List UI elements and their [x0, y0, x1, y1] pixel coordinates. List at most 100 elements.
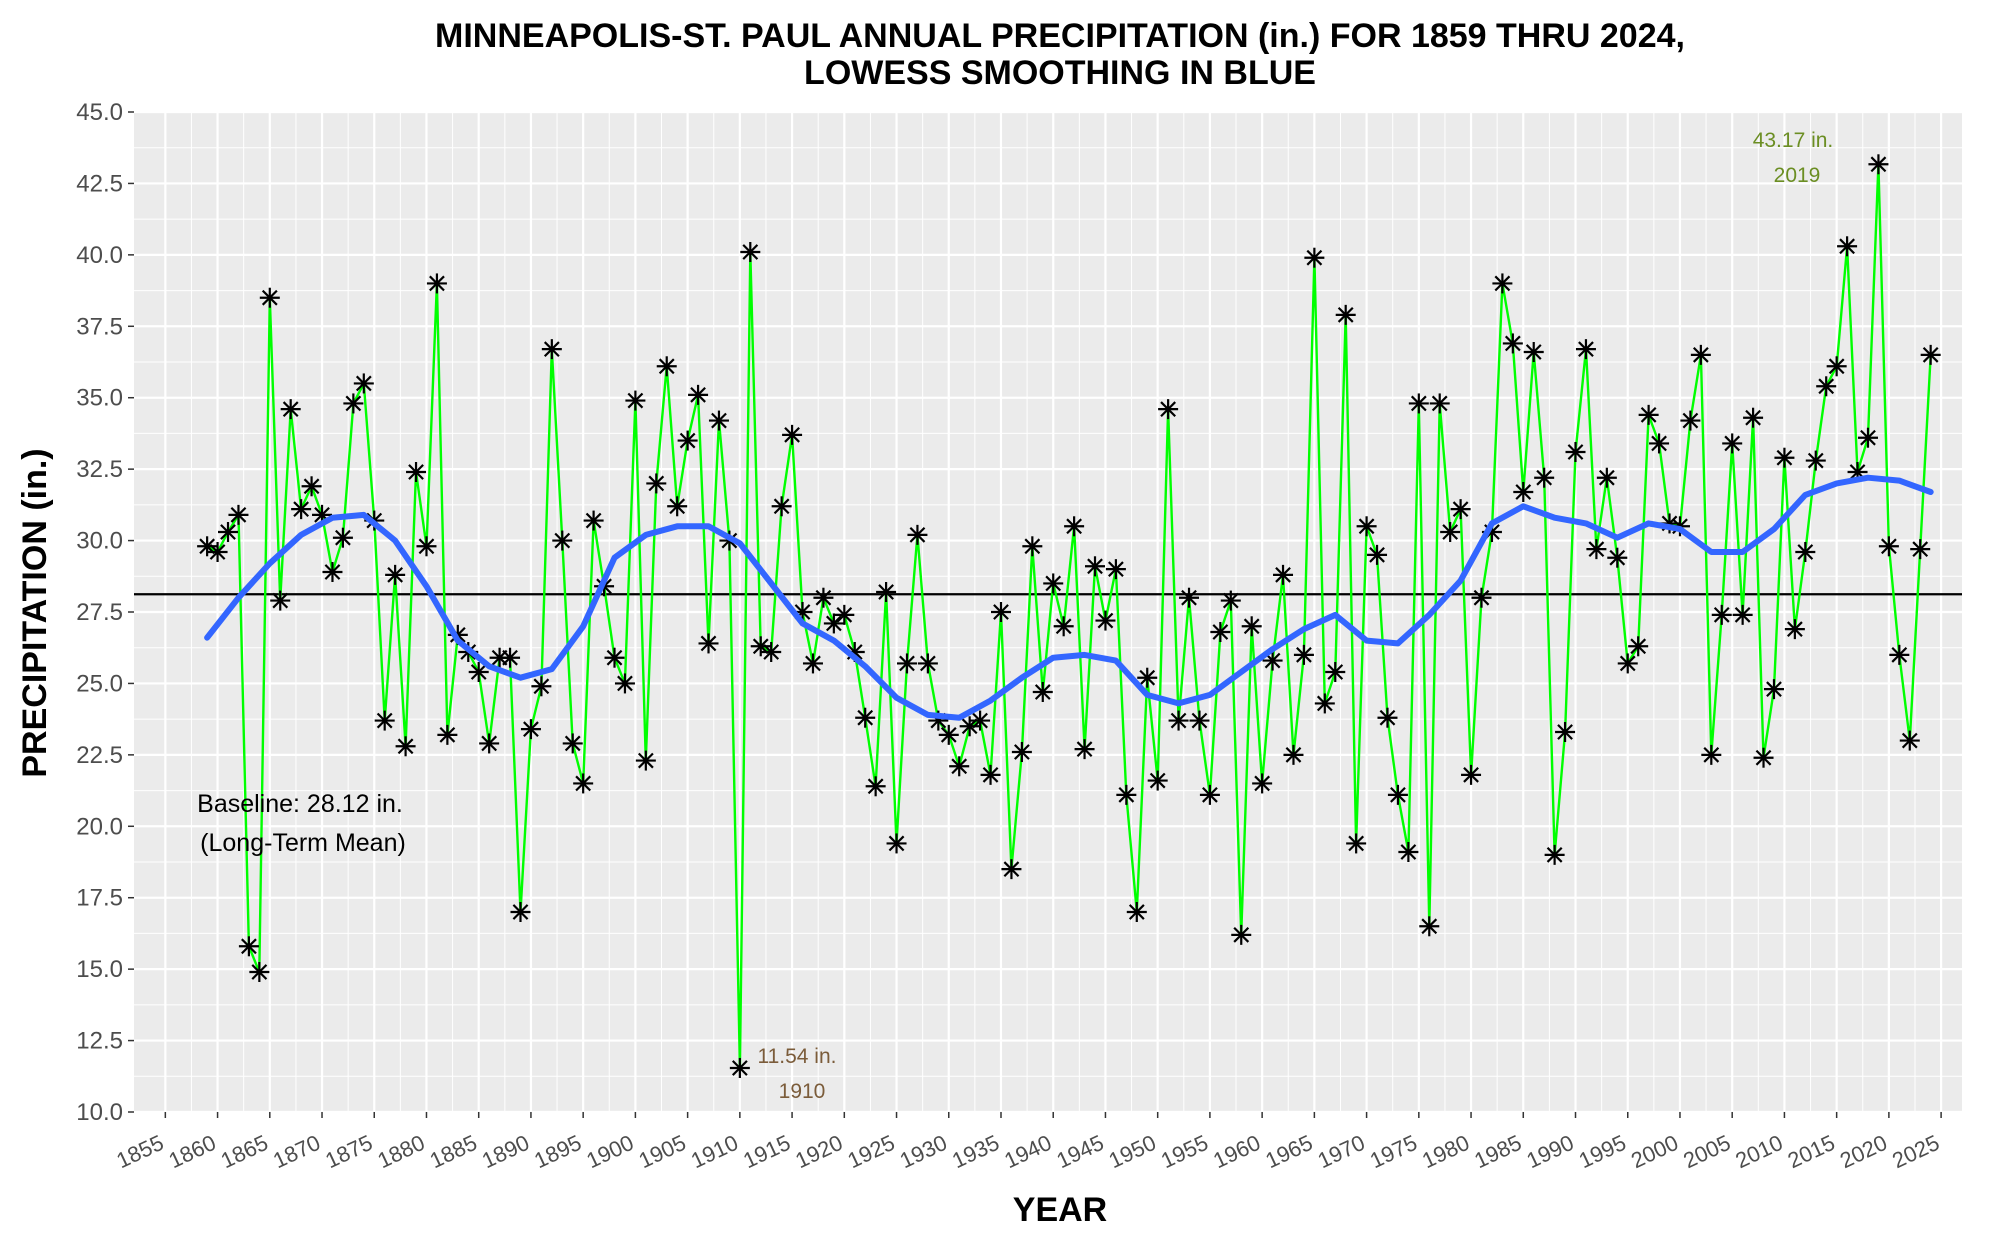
data-point-1891: [531, 676, 552, 697]
data-point-1861: [218, 522, 239, 542]
data-point-1932: [959, 716, 980, 737]
data-point-2012: [1795, 542, 1816, 562]
x-tick-label: 1860: [165, 1130, 220, 1173]
x-tick-label: 2000: [1627, 1130, 1682, 1173]
x-tick-label: 1980: [1418, 1130, 1473, 1173]
data-point-1888: [500, 647, 521, 668]
data-point-2018: [1857, 427, 1878, 448]
data-point-1994: [1607, 547, 1628, 568]
annual-precipitation-line: [206, 163, 1932, 1070]
data-point-1917: [802, 653, 823, 674]
data-point-1899: [614, 673, 635, 694]
data-point-1948: [1126, 902, 1147, 922]
data-point-1902: [646, 473, 667, 494]
data-point-1908: [708, 410, 729, 431]
max-annotation-value: 43.17 in.: [1753, 129, 1834, 152]
y-tick-label: 32.5: [76, 456, 123, 483]
data-point-2005: [1722, 433, 1743, 454]
data-point-2016: [1837, 236, 1858, 257]
data-point-1978: [1440, 522, 1461, 542]
data-point-2009: [1763, 679, 1784, 700]
data-point-1942: [1064, 516, 1085, 537]
data-point-1872: [332, 527, 353, 548]
data-point-1865: [259, 287, 280, 308]
data-point-1901: [635, 750, 656, 771]
data-point-1984: [1502, 333, 1523, 354]
data-point-1988: [1544, 844, 1565, 865]
data-point-2022: [1899, 730, 1920, 751]
data-point-1877: [385, 564, 406, 585]
data-point-1945: [1095, 610, 1116, 631]
data-point-1989: [1555, 722, 1576, 742]
data-point-1868: [291, 499, 312, 520]
y-tick-label: 17.5: [76, 885, 123, 912]
data-point-1867: [280, 399, 301, 420]
data-point-1906: [688, 384, 709, 405]
data-point-1973: [1387, 784, 1408, 805]
data-point-1944: [1085, 556, 1106, 577]
x-tick-label: 1875: [321, 1130, 376, 1173]
data-point-1922: [855, 707, 876, 728]
data-point-1958: [1231, 924, 1252, 945]
data-point-1919: [823, 613, 844, 634]
data-point-1930: [938, 724, 959, 745]
data-point-1869: [301, 476, 322, 497]
y-tick-label: 40.0: [76, 242, 123, 269]
min-annotation-value: 11.54 in.: [757, 1045, 836, 1068]
data-point-1915: [782, 424, 803, 445]
x-tick-label: 1970: [1314, 1130, 1369, 1173]
data-point-1925: [886, 833, 907, 854]
x-tick-label: 1910: [687, 1130, 742, 1173]
x-tick-label: 1950: [1105, 1130, 1160, 1173]
data-point-2003: [1701, 744, 1722, 765]
data-point-2011: [1784, 619, 1805, 640]
x-tick-label: 1880: [374, 1130, 429, 1173]
data-point-1971: [1367, 544, 1388, 565]
data-point-2015: [1826, 356, 1847, 377]
data-point-1959: [1241, 616, 1262, 637]
baseline-sublabel: (Long-Term Mean): [200, 829, 406, 857]
data-point-1896: [583, 510, 604, 531]
data-point-1996: [1628, 636, 1649, 657]
data-point-1974: [1398, 842, 1419, 862]
data-point-1964: [1293, 644, 1314, 665]
x-tick-label: 2025: [1888, 1130, 1943, 1173]
data-point-1952: [1168, 710, 1189, 731]
data-point-1893: [552, 530, 573, 551]
data-point-1993: [1596, 467, 1617, 488]
x-tick-label: 1885: [426, 1130, 481, 1173]
data-point-1894: [562, 733, 583, 754]
x-tick-label: 1955: [1157, 1130, 1212, 1173]
data-point-1957: [1220, 590, 1241, 611]
data-point-1940: [1043, 573, 1064, 594]
data-point-2007: [1743, 407, 1764, 428]
data-point-1951: [1158, 399, 1179, 420]
data-point-1980: [1461, 764, 1482, 785]
y-tick-label: 45.0: [76, 99, 123, 126]
y-tick-label: 15.0: [76, 956, 123, 983]
y-tick-label: 20.0: [76, 813, 123, 840]
data-point-1863: [238, 936, 259, 957]
data-point-1910: [729, 1058, 750, 1078]
x-tick-label: 1905: [635, 1130, 690, 1173]
lowess-smoothing-line: [204, 474, 1934, 721]
data-point-1860: [207, 542, 228, 562]
data-point-2010: [1774, 447, 1795, 468]
data-point-1873: [343, 393, 364, 414]
y-axis-ticks: 10.0 12.5 15.0 17.5 20.0 22.5 25.0 27.5 30.0 32.5…: [76, 99, 134, 1126]
data-point-2008: [1753, 747, 1774, 768]
data-point-1939: [1032, 682, 1053, 702]
data-point-1956: [1210, 622, 1231, 642]
data-point-1943: [1074, 739, 1095, 760]
y-axis-title: PRECIPITATION (in.): [16, 448, 54, 777]
data-point-2013: [1805, 450, 1826, 471]
x-tick-label: 1895: [530, 1130, 585, 1173]
data-point-1941: [1053, 616, 1074, 637]
x-tick-label: 1985: [1470, 1130, 1525, 1173]
data-point-1905: [677, 430, 698, 451]
data-point-2023: [1910, 539, 1931, 560]
data-point-1918: [813, 587, 834, 608]
data-point-1963: [1283, 744, 1304, 765]
data-point-2014: [1816, 376, 1837, 397]
data-point-1923: [865, 776, 886, 797]
